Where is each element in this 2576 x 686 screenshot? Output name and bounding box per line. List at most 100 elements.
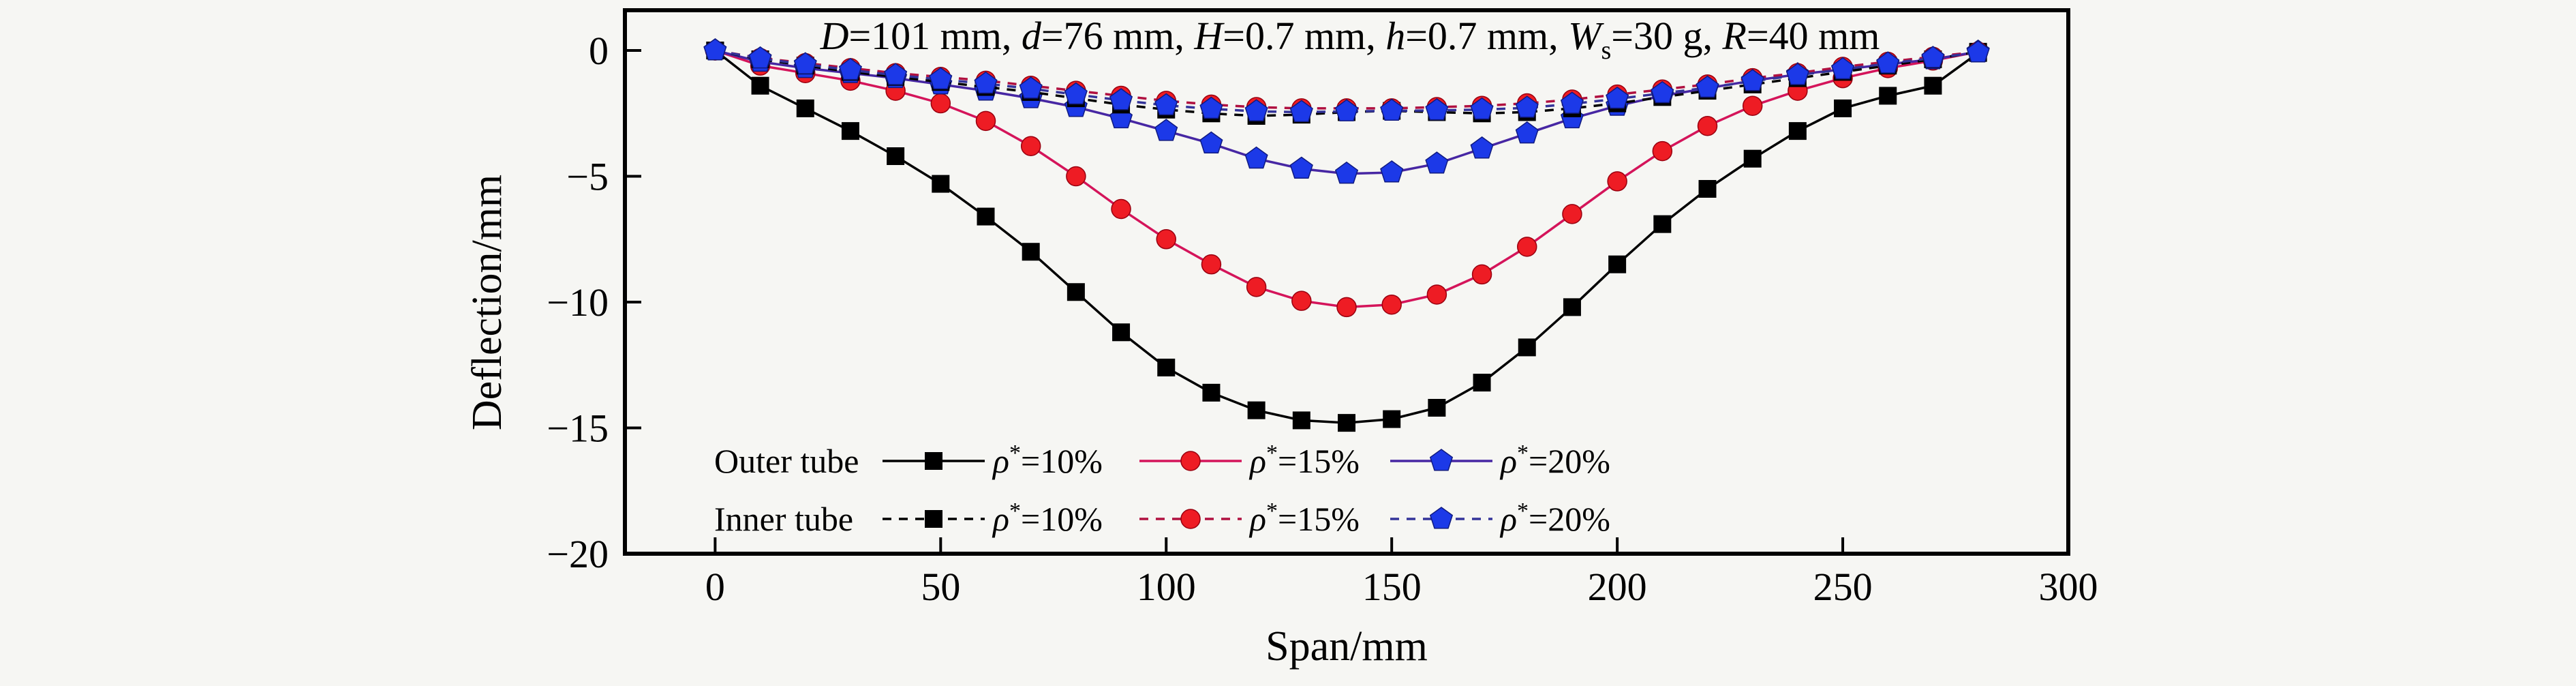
data-point-marker — [1381, 294, 1402, 315]
data-point-marker — [1653, 215, 1672, 233]
y-tick-label: −5 — [566, 155, 609, 199]
data-point-marker — [1563, 298, 1581, 316]
data-point-marker — [1785, 63, 1809, 85]
series-outer-10pct — [706, 42, 1987, 432]
data-point-marker — [1202, 383, 1221, 402]
legend-marker — [1429, 449, 1454, 471]
data-point-marker — [1515, 95, 1539, 118]
data-point-marker — [1383, 410, 1401, 428]
data-point-marker — [1608, 255, 1627, 273]
data-point-marker — [1834, 99, 1852, 117]
data-point-marker — [1334, 99, 1359, 121]
data-point-marker — [1291, 290, 1312, 311]
data-point-marker — [975, 110, 996, 132]
data-point-marker — [1426, 284, 1447, 305]
data-point-marker — [1066, 166, 1086, 187]
y-tick-label: −10 — [547, 280, 609, 325]
legend-marker — [1429, 507, 1454, 529]
data-point-marker — [1156, 229, 1176, 250]
data-point-marker — [1879, 87, 1897, 105]
legend-row-outer-tube: Outer tube ρ*=10% ρ*=15% ρ*=20% — [714, 441, 1610, 480]
data-point-marker — [1199, 131, 1223, 154]
series-line — [715, 49, 1978, 117]
data-point-marker — [1244, 146, 1268, 169]
data-point-marker — [1471, 264, 1492, 285]
data-point-marker — [1244, 99, 1268, 121]
data-point-marker — [977, 207, 995, 226]
data-point-marker — [1334, 161, 1359, 184]
data-point-marker — [1651, 80, 1674, 104]
data-point-marker — [1112, 323, 1131, 342]
data-point-marker — [1560, 91, 1584, 114]
data-point-marker — [1199, 96, 1223, 119]
data-point-marker — [1517, 237, 1537, 257]
data-point-marker — [1154, 119, 1178, 141]
data-point-marker — [1154, 93, 1178, 115]
data-point-marker — [1380, 160, 1404, 183]
data-point-marker — [1020, 136, 1041, 156]
data-point-marker — [1966, 40, 1990, 63]
data-point-marker — [751, 76, 769, 95]
y-tick-label: −20 — [547, 532, 609, 576]
plot-border — [623, 8, 2070, 556]
data-point-marker — [793, 52, 817, 74]
legend-item-label: ρ*=15% — [1248, 498, 1360, 538]
data-point-marker — [884, 63, 908, 85]
data-point-marker — [930, 93, 951, 114]
data-point-marker — [1515, 121, 1539, 144]
data-point-marker — [1698, 179, 1717, 198]
data-point-marker — [1562, 204, 1582, 224]
x-tick-label: 50 — [921, 565, 960, 609]
legend-marker — [925, 452, 942, 470]
data-point-marker — [1425, 98, 1449, 121]
data-point-marker — [1064, 82, 1088, 105]
data-point-marker — [1696, 75, 1719, 98]
data-point-marker — [1741, 69, 1764, 91]
x-tick-label: 250 — [1813, 565, 1873, 609]
data-point-marker — [929, 67, 953, 89]
legend-item-label: ρ*=10% — [992, 498, 1103, 538]
data-point-marker — [1606, 86, 1629, 109]
data-point-marker — [1425, 151, 1449, 174]
legend-item-label: ρ*=10% — [992, 441, 1103, 480]
data-point-marker — [1518, 338, 1536, 357]
y-axis-title: Deflection/mm — [464, 175, 510, 430]
data-point-marker — [1788, 122, 1807, 140]
legend-group-label: Outer tube — [714, 442, 859, 480]
series-inner-20pct — [703, 38, 1990, 122]
data-point-marker — [1109, 88, 1133, 110]
legend-marker — [1180, 509, 1201, 529]
data-point-marker — [1067, 283, 1085, 301]
data-point-marker — [796, 99, 814, 117]
data-point-marker — [1289, 156, 1313, 179]
x-tick-label: 100 — [1137, 565, 1196, 609]
data-point-marker — [1022, 243, 1040, 261]
data-point-marker — [974, 71, 998, 94]
data-point-marker — [1473, 374, 1491, 392]
x-tick-label: 0 — [705, 565, 725, 609]
legend-item-label: ρ*=20% — [1499, 441, 1610, 480]
legend-item-label: ρ*=15% — [1248, 441, 1360, 480]
data-point-marker — [1289, 100, 1313, 122]
data-point-marker — [1607, 171, 1627, 192]
legend-row-inner-tube: Inner tube ρ*=10% ρ*=15% ρ*=20% — [714, 498, 1610, 538]
data-point-marker — [1338, 414, 1355, 432]
data-point-marker — [1697, 115, 1718, 136]
data-point-marker — [1201, 254, 1222, 275]
data-point-marker — [887, 147, 905, 166]
data-point-marker — [1428, 398, 1446, 417]
data-point-marker — [1470, 136, 1494, 159]
y-tick-label: −15 — [547, 406, 609, 451]
legend-group-label: Inner tube — [714, 500, 853, 538]
data-point-marker — [748, 46, 772, 69]
data-point-marker — [1157, 358, 1176, 376]
data-point-marker — [1247, 401, 1266, 419]
data-point-marker — [1111, 198, 1131, 220]
data-point-marker — [1292, 411, 1310, 430]
data-point-marker — [1652, 140, 1673, 162]
x-tick-label: 300 — [2039, 565, 2098, 609]
data-point-marker — [838, 57, 862, 80]
data-point-marker — [1743, 149, 1762, 168]
data-point-marker — [1876, 51, 1900, 74]
